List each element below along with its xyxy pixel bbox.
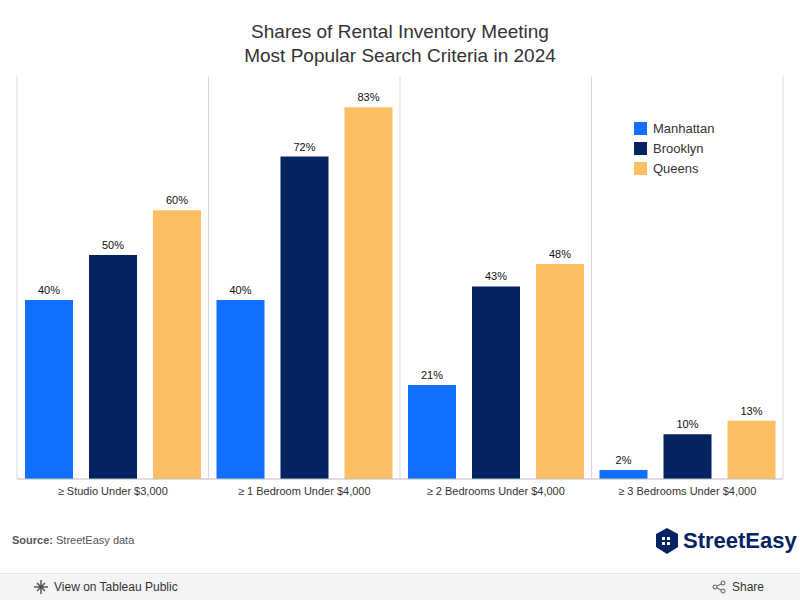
html-text:Queens: Queens bbox=[653, 160, 699, 176]
html-text:Manhattan: Manhattan bbox=[653, 120, 715, 136]
svg-text:13%: 13% bbox=[740, 405, 762, 417]
svg-text:48%: 48% bbox=[549, 248, 571, 260]
svg-text:2%: 2% bbox=[616, 454, 632, 466]
svg-text:72%: 72% bbox=[293, 141, 315, 153]
html-text:Brooklyn: Brooklyn bbox=[653, 140, 704, 156]
svg-text:≥ 3 Bedrooms Under $4,000: ≥ 3 Bedrooms Under $4,000 bbox=[618, 485, 756, 497]
html-text:Shares of Rental Inventory Mee: Shares of Rental Inventory Meeting Most … bbox=[244, 21, 556, 66]
svg-text:60%: 60% bbox=[166, 194, 188, 206]
svg-text:40%: 40% bbox=[229, 284, 251, 296]
svg-text:50%: 50% bbox=[102, 239, 124, 251]
svg-text:≥ 2 Bedrooms Under $4,000: ≥ 2 Bedrooms Under $4,000 bbox=[427, 485, 565, 497]
svg-text:40%: 40% bbox=[38, 284, 60, 296]
svg-text:≥ 1 Bedroom Under $4,000: ≥ 1 Bedroom Under $4,000 bbox=[238, 485, 371, 497]
svg-text:21%: 21% bbox=[421, 369, 443, 381]
html-text:StreetEasy: StreetEasy bbox=[683, 528, 797, 553]
svg-text:10%: 10% bbox=[676, 418, 698, 430]
html-text:View on Tableau Public: View on Tableau Public bbox=[54, 580, 178, 594]
html-text:Source: StreetEasy data: Source: StreetEasy data bbox=[12, 534, 135, 546]
svg-text:≥ Studio Under $3,000: ≥ Studio Under $3,000 bbox=[58, 485, 168, 497]
svg-text:83%: 83% bbox=[357, 91, 379, 103]
html-text:Share: Share bbox=[732, 580, 764, 594]
svg-text:43%: 43% bbox=[485, 270, 507, 282]
